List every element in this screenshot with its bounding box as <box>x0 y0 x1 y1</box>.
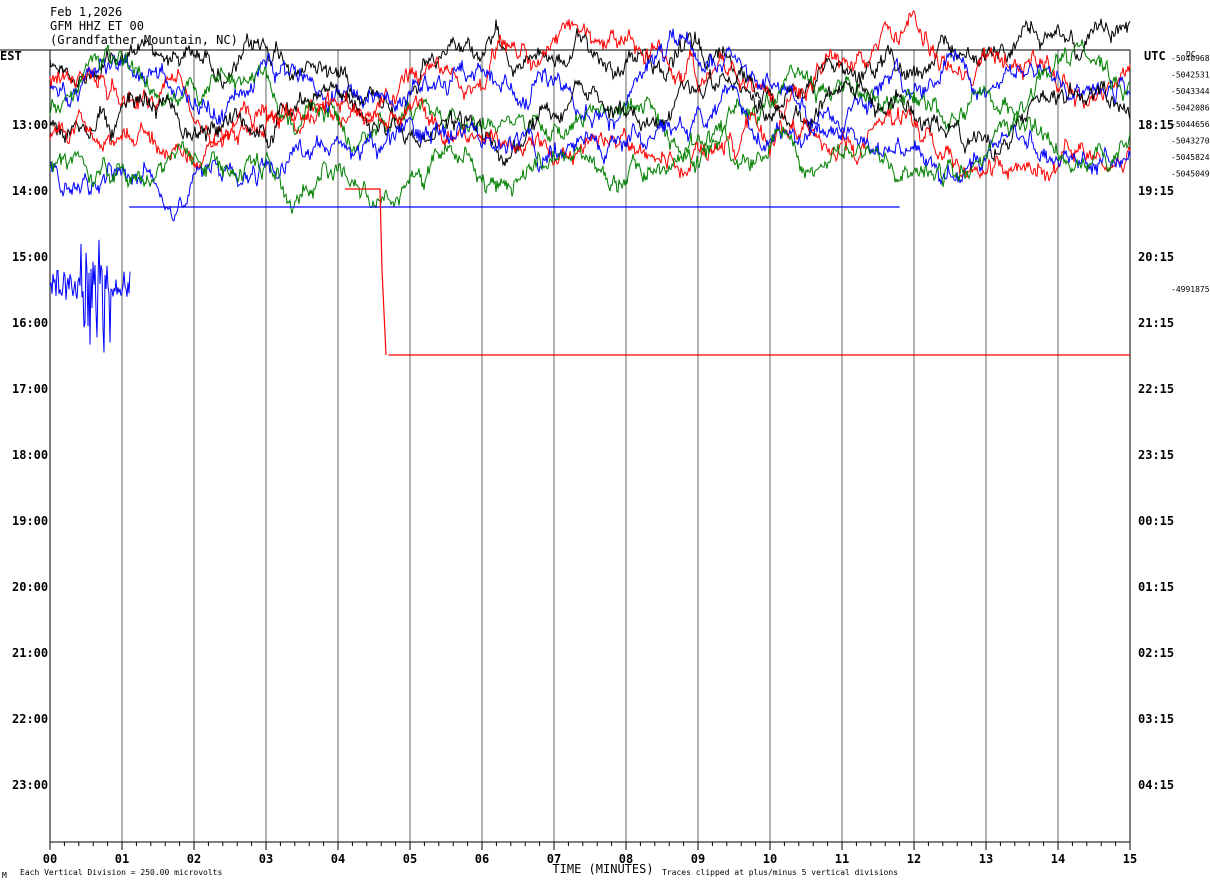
trace-line <box>49 28 1131 134</box>
footer-scale-note: Each Vertical Division = 250.00 microvol… <box>20 868 222 877</box>
trace-line <box>49 239 131 353</box>
x-tick-label: 04 <box>331 852 345 866</box>
x-tick-label: 06 <box>475 852 489 866</box>
trace-line <box>49 18 1131 130</box>
date-label: Feb 1,2026 <box>50 5 123 19</box>
dc-offset-label: -5043270 <box>1171 137 1210 146</box>
dc-offset-label: -5040968 <box>1171 54 1210 63</box>
left-hour-label: 16:00 <box>12 316 48 330</box>
x-tick-label: 09 <box>691 852 705 866</box>
x-tick-label: 07 <box>547 852 561 866</box>
right-hour-label: 03:15 <box>1138 712 1174 726</box>
right-axis-title: UTC <box>1144 49 1166 63</box>
right-hour-label: 02:15 <box>1138 646 1174 660</box>
x-axis-label: TIME (MINUTES) <box>552 862 653 876</box>
grid-lines <box>0 49 1131 843</box>
location-label: (Grandfather Mountain, NC) <box>50 33 238 47</box>
right-hour-label: 18:15 <box>1138 118 1174 132</box>
right-hour-label: 21:15 <box>1138 316 1174 330</box>
left-hour-label: 13:00 <box>12 118 48 132</box>
x-tick-label: 01 <box>115 852 129 866</box>
x-tick-label: 02 <box>187 852 201 866</box>
right-hour-label: 23:15 <box>1138 448 1174 462</box>
right-hour-label: 19:15 <box>1138 184 1174 198</box>
x-tick-label: 13 <box>979 852 993 866</box>
right-hour-label: 00:15 <box>1138 514 1174 528</box>
left-hour-label: 17:00 <box>12 382 48 396</box>
x-tick-label: 05 <box>403 852 417 866</box>
left-hour-label: 14:00 <box>12 184 48 198</box>
x-tick-label: 00 <box>43 852 57 866</box>
left-hour-label: 18:00 <box>12 448 48 462</box>
trace-line <box>49 110 1131 214</box>
left-hour-label: 22:00 <box>12 712 48 726</box>
x-tick-label: 14 <box>1051 852 1065 866</box>
footer-clip-note: Traces clipped at plus/minus 5 vertical … <box>662 868 898 877</box>
dc-offset-label: -4991875 <box>1171 285 1210 294</box>
station-label: GFM HHZ ET 00 <box>50 19 144 33</box>
axes: 00 01 02 03 04 05 06 07 08 09 10 11 12 13 14 15 TIME (MI… <box>0 49 1210 880</box>
trace-line <box>49 83 1131 222</box>
right-hour-label: 22:15 <box>1138 382 1174 396</box>
x-tick-label: 08 <box>619 852 633 866</box>
right-hour-label: 04:15 <box>1138 778 1174 792</box>
trace-line <box>345 188 387 356</box>
dc-offset-label: -5044656 <box>1171 120 1210 129</box>
dc-label: DC <box>1186 50 1196 59</box>
right-hour-label: 01:15 <box>1138 580 1174 594</box>
left-hour-label: 21:00 <box>12 646 48 660</box>
left-axis-title: EST <box>0 49 22 63</box>
x-tick-label: 11 <box>835 852 849 866</box>
x-tick-label: 12 <box>907 852 921 866</box>
x-tick-label: 03 <box>259 852 273 866</box>
trace-line <box>49 39 1131 164</box>
left-hour-label: 23:00 <box>12 778 48 792</box>
dc-offset-label: -5042531 <box>1171 71 1210 80</box>
x-tick-label: 15 <box>1123 852 1137 866</box>
trace-line <box>49 66 1131 167</box>
left-hour-label: 20:00 <box>12 580 48 594</box>
dc-offset-label: -5042086 <box>1171 104 1210 113</box>
dc-offset-label: -5045049 <box>1171 170 1210 179</box>
corner-mark: M <box>2 871 7 880</box>
right-hour-label: 20:15 <box>1138 250 1174 264</box>
left-hour-label: 15:00 <box>12 250 48 264</box>
seismic-traces <box>49 10 1131 356</box>
x-tick-label: 10 <box>763 852 777 866</box>
dc-offset-label: -5043344 <box>1171 87 1210 96</box>
left-hour-label: 19:00 <box>12 514 48 528</box>
dc-offset-label: -5045824 <box>1171 153 1210 162</box>
